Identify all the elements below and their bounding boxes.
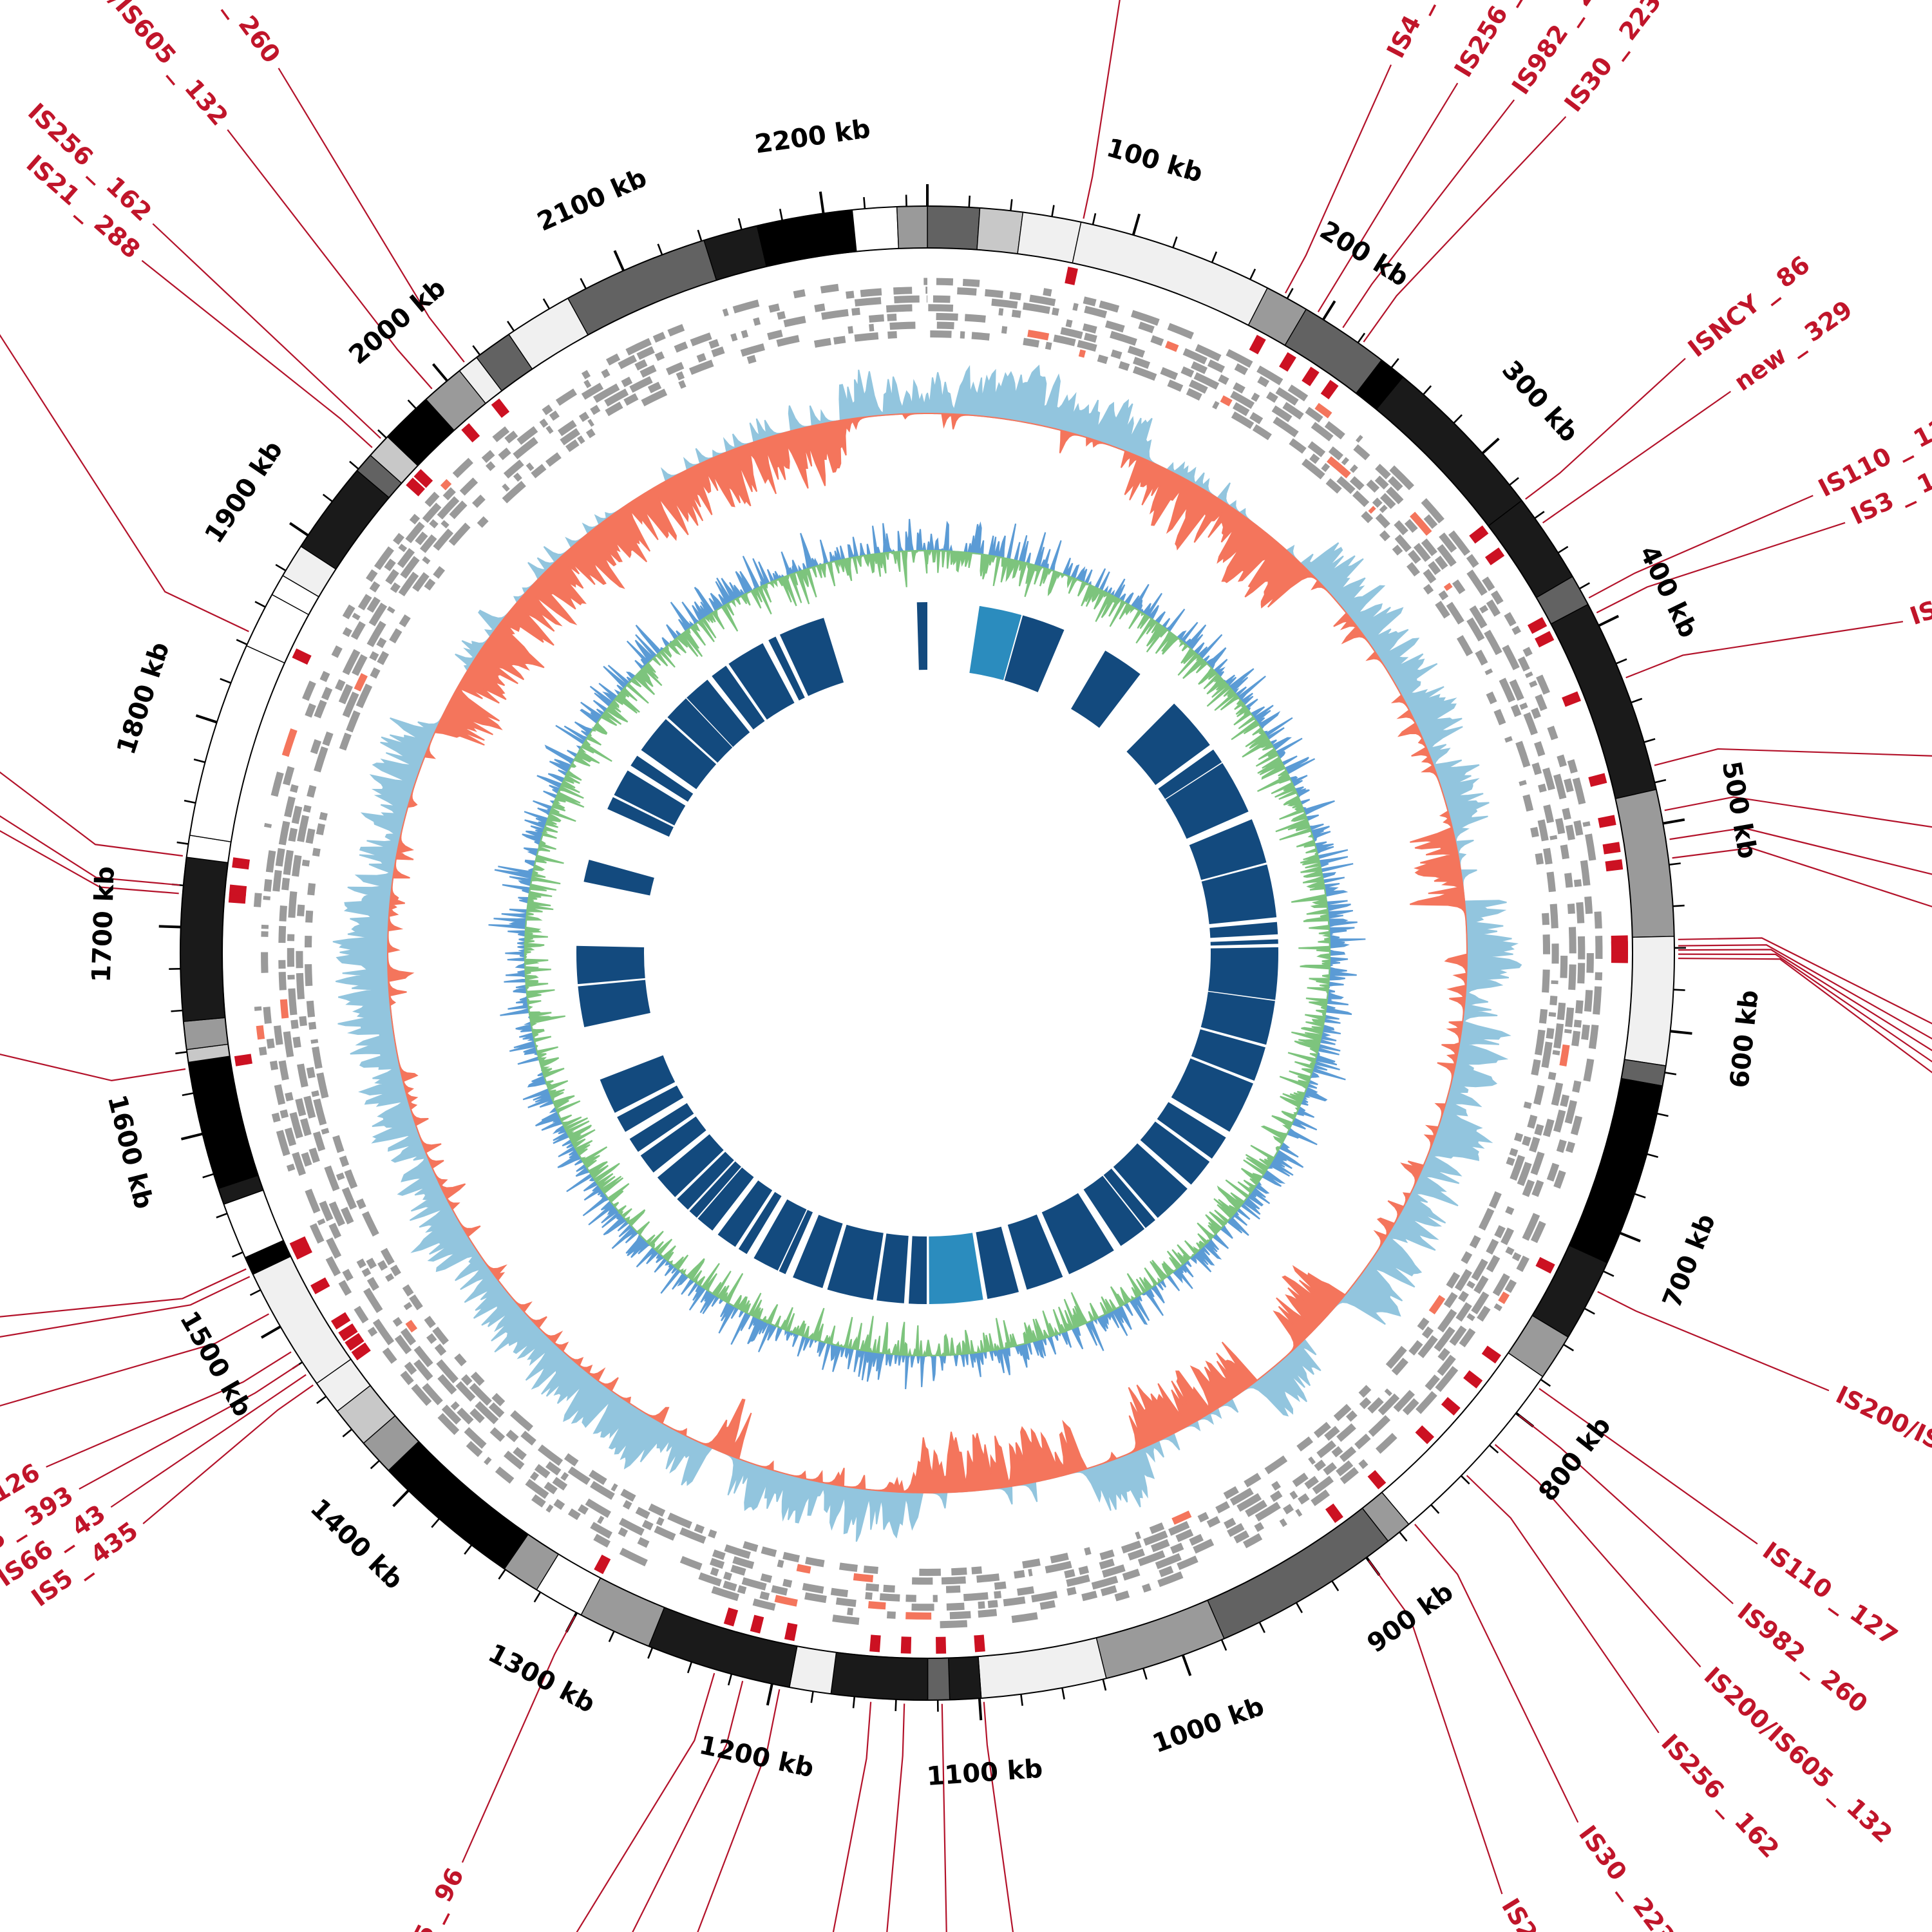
- annotation-leader-line: [697, 1689, 781, 1932]
- ring-core-genome: [576, 602, 1278, 1304]
- ring-gc-skew: [488, 518, 1366, 1390]
- annotation-leader-line: [832, 1701, 872, 1932]
- axis-tick-label: 2200 kb: [753, 114, 872, 160]
- axis-tick-label: 600 kb: [1725, 989, 1765, 1090]
- annotation-leader-line: [1678, 953, 1932, 1063]
- annotation-leader-line: [1672, 847, 1932, 907]
- annotation-leader-line: [0, 815, 180, 886]
- annotation-leader-line: [46, 1351, 292, 1468]
- annotation-leader-line: [983, 1701, 1014, 1932]
- axis-tick-label: 300 kb: [1496, 355, 1584, 448]
- annotation-leader-line: [632, 1680, 744, 1932]
- axis-tick-label: 1400 kb: [305, 1493, 409, 1595]
- axis-tick-label: 700 kb: [1657, 1210, 1721, 1312]
- axis-tick-label: 100 kb: [1103, 133, 1206, 188]
- axis-tick-label: 800 kb: [1533, 1411, 1616, 1507]
- annotation-leader-line: [0, 771, 183, 857]
- annotation-leader-line: [0, 1313, 269, 1407]
- axis-tick-label: 900 kb: [1362, 1577, 1459, 1659]
- is-element-label: IS200/IS605 _ 96: [341, 1863, 469, 1932]
- annotation-leader-line: [886, 1703, 905, 1932]
- annotation-leader-line: [1597, 1291, 1830, 1392]
- is-element-label: IS21 _ 259: [1496, 1893, 1594, 1932]
- axis-tick-label: 400 kb: [1633, 541, 1703, 642]
- axis-tick-label: 2100 kb: [533, 163, 652, 237]
- annotation-leader-line: [110, 1374, 307, 1508]
- axis-tick-label: 1200 kb: [697, 1730, 817, 1784]
- annotation-leader-line: [1654, 748, 1932, 766]
- annotation-leader-line: [461, 1616, 576, 1863]
- annotation-leader-line: [1525, 357, 1686, 500]
- is-element-label: IS4 _ 148: [1381, 0, 1464, 62]
- annotation-leader-line: [1678, 958, 1932, 1074]
- annotation-leader-line: [1678, 949, 1932, 1052]
- annotation-leader-line: [1678, 937, 1932, 1025]
- is-element-label: IS200/IS605 _ 132: [1832, 1380, 1932, 1513]
- ring-cds-features: [253, 278, 1603, 1629]
- annotation-leader-line: [1466, 1475, 1660, 1734]
- annotation-leader-line: [1363, 116, 1567, 343]
- axis-tick-label: 1300 kb: [483, 1638, 600, 1719]
- axis-tick-label: 1600 kb: [102, 1092, 158, 1212]
- annotation-leader-line: [1625, 621, 1904, 679]
- axis-tick-label: 1000 kb: [1149, 1692, 1268, 1759]
- annotation-leader-line: [79, 1363, 299, 1490]
- axis-tick-label: 1500 kb: [174, 1306, 258, 1421]
- annotation-leader-line: [1083, 0, 1121, 219]
- annotation-leader-line: [1588, 495, 1814, 599]
- axis-tick-label: 1800 kb: [111, 639, 176, 759]
- axis-tickmarks: [158, 184, 1692, 1721]
- annotation-leader-line: [0, 1054, 186, 1082]
- annotation-leader-line: [278, 68, 465, 363]
- ring-is-element-markers: [228, 267, 1628, 1654]
- annotation-leader-line: [1519, 1414, 1734, 1604]
- annotation-leader-line: [1414, 1524, 1579, 1823]
- annotation-leader-line: [1596, 522, 1846, 614]
- is-element-label: IS256 _ 162: [1656, 1728, 1785, 1863]
- axis-tick-label: 1900 kb: [199, 436, 289, 549]
- annotation-leader-line: [1678, 944, 1932, 1040]
- is-element-label: IS30 _ 223: [1573, 1820, 1681, 1932]
- axis-tick-labels: 100 kb 200 kb 300 kb 400 kb 500 kb 600 kb 700 …: [87, 114, 1765, 1792]
- annotation-leader-line: [141, 260, 373, 448]
- ring-cog-histogram: [332, 365, 1522, 1542]
- annotation-leader-line: [1285, 64, 1392, 294]
- annotation-leader-line: [1664, 796, 1932, 828]
- annotation-leader-line: [1317, 82, 1459, 312]
- axis-tick-label: 2000 kb: [343, 273, 451, 370]
- axis-tick-label: 1700 kb: [87, 866, 120, 983]
- is-element-label: IS3 _ 359: [1906, 564, 1932, 630]
- axis-tick-label: 200 kb: [1314, 216, 1414, 293]
- ring-karyotype-ideogram: [180, 205, 1675, 1701]
- annotation-leader-line: [152, 223, 381, 439]
- annotation-leader-line: [1494, 1444, 1701, 1668]
- annotation-leader-line: [142, 1384, 314, 1524]
- annotation-leader-line: [1542, 390, 1731, 524]
- annotation-leader-line: [1539, 1388, 1758, 1545]
- annotation-leader-line: [0, 1276, 251, 1338]
- axis-tick-label: 500 kb: [1716, 759, 1763, 861]
- annotation-leader-line: [0, 829, 179, 895]
- annotation-leader-line: [576, 1672, 715, 1932]
- annotation-leader-line: [0, 1268, 247, 1318]
- annotation-leader-line: [227, 129, 433, 390]
- annotation-leader-line: [1669, 827, 1932, 875]
- annotation-leader-line: [0, 334, 249, 632]
- annotation-leader-line: [1342, 99, 1515, 328]
- annotation-leader-line: [1368, 1560, 1503, 1895]
- is-element-label: IS200/IS605 _ 132: [53, 0, 234, 131]
- annotation-leader-line: [941, 1703, 947, 1932]
